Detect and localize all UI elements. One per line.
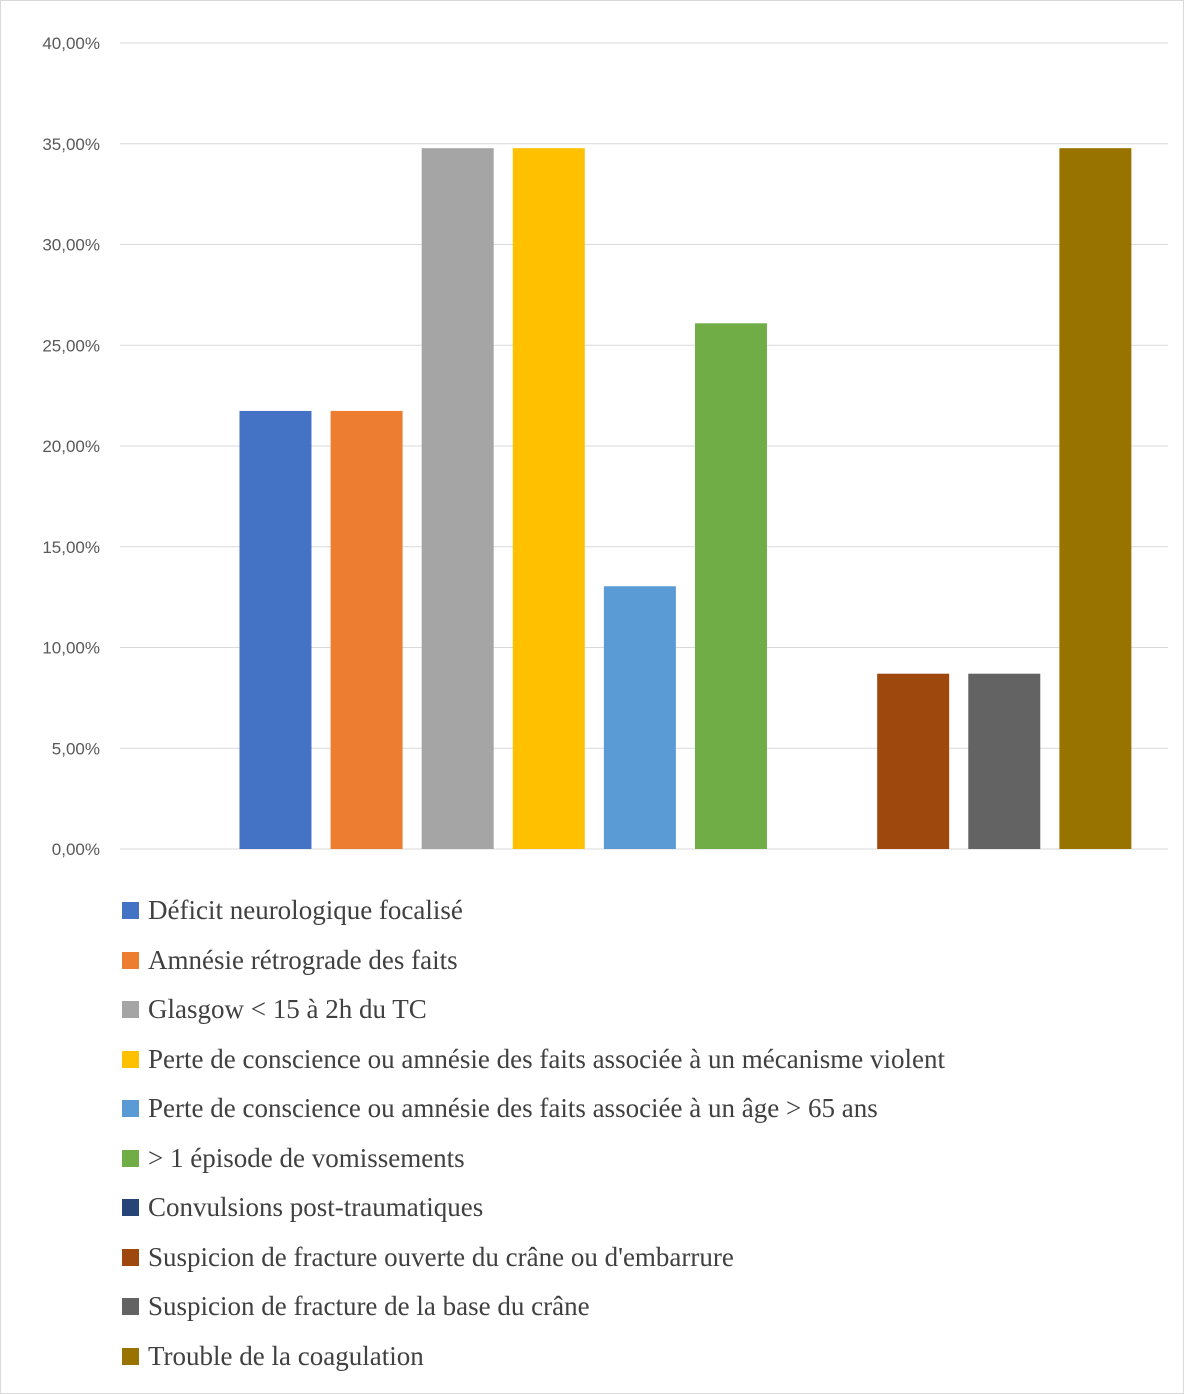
legend-swatch	[122, 1199, 139, 1217]
y-tick-label: 15,00%	[42, 538, 100, 557]
bar-9	[968, 673, 1041, 849]
y-tick-label: 5,00%	[52, 739, 100, 758]
bar-10	[1059, 148, 1132, 850]
legend-swatch	[122, 902, 139, 920]
legend-item: Trouble de la coagulation	[122, 1332, 945, 1382]
bar-3	[421, 148, 494, 850]
legend-label: > 1 épisode de vomissements	[148, 1142, 465, 1173]
legend-label: Déficit neurologique focalisé	[148, 895, 463, 926]
legend-label: Perte de conscience ou amnésie des faits…	[148, 1043, 945, 1074]
legend-item: Suspicion de fracture de la base du crân…	[122, 1282, 945, 1332]
y-tick-label: 10,00%	[42, 639, 100, 658]
legend-item: Glasgow < 15 à 2h du TC	[122, 985, 945, 1035]
legend-item: Perte de conscience ou amnésie des faits…	[122, 1084, 945, 1134]
legend-label: Convulsions post-traumatiques	[148, 1192, 484, 1223]
y-axis-tick-labels: 0,00% 5,00% 10,00% 15,00% 20,00% 25,00% 30,00%…	[42, 34, 100, 859]
legend-swatch	[122, 1100, 139, 1118]
legend-swatch	[122, 1001, 139, 1019]
legend-item: Suspicion de fracture ouverte du crâne o…	[122, 1233, 945, 1283]
legend-label: Suspicion de fracture de la base du crân…	[148, 1291, 590, 1322]
legend-label: Trouble de la coagulation	[148, 1340, 424, 1371]
y-tick-label: 30,00%	[42, 236, 100, 255]
y-tick-label: 25,00%	[42, 336, 100, 355]
legend-label: Perte de conscience ou amnésie des faits…	[148, 1093, 878, 1124]
y-tick-label: 35,00%	[42, 135, 100, 154]
bar-2	[330, 410, 403, 849]
bars	[239, 148, 1132, 850]
chart-legend: Déficit neurologique focalisé Amnésie rét…	[122, 886, 945, 1381]
bar-5	[603, 586, 676, 849]
legend-item: Convulsions post-traumatiques	[122, 1183, 945, 1233]
legend-swatch	[122, 1347, 139, 1365]
legend-item: Amnésie rétrograde des faits	[122, 936, 945, 986]
legend-label: Suspicion de fracture ouverte du crâne o…	[148, 1241, 734, 1272]
legend-item: > 1 épisode de vomissements	[122, 1134, 945, 1184]
legend-label: Glasgow < 15 à 2h du TC	[148, 994, 427, 1025]
bar-8	[877, 673, 950, 849]
bar-6	[694, 323, 767, 849]
legend-swatch	[122, 1298, 139, 1316]
legend-swatch	[122, 1248, 139, 1266]
legend-swatch	[122, 951, 139, 969]
y-tick-label: 20,00%	[42, 437, 100, 456]
legend-item: Perte de conscience ou amnésie des faits…	[122, 1035, 945, 1085]
legend-swatch	[122, 1149, 139, 1167]
bar-chart: 0,00% 5,00% 10,00% 15,00% 20,00% 25,00% 30,00%…	[42, 34, 1168, 859]
legend-item: Déficit neurologique focalisé	[122, 886, 945, 936]
bar-4	[512, 148, 585, 850]
legend-label: Amnésie rétrograde des faits	[148, 944, 458, 975]
y-tick-label: 0,00%	[52, 840, 100, 859]
bar-1	[239, 410, 312, 849]
legend-swatch	[122, 1050, 139, 1068]
y-tick-label: 40,00%	[42, 34, 100, 53]
